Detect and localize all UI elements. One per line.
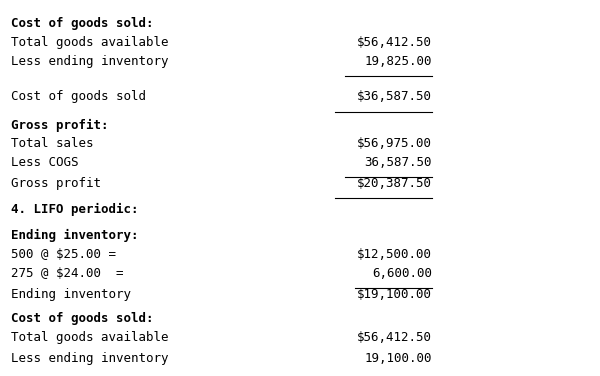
Text: Cost of goods sold:: Cost of goods sold: [11, 17, 154, 30]
Text: Gross profit:: Gross profit: [11, 118, 108, 132]
Text: $36,587.50: $36,587.50 [357, 90, 432, 103]
Text: 36,587.50: 36,587.50 [365, 156, 432, 169]
Text: 6,600.00: 6,600.00 [372, 267, 432, 280]
Text: Total goods available: Total goods available [11, 331, 168, 344]
Text: 19,825.00: 19,825.00 [365, 55, 432, 68]
Text: 19,100.00: 19,100.00 [365, 352, 432, 365]
Text: Gross profit: Gross profit [11, 177, 101, 190]
Text: 275 @ $24.00  =: 275 @ $24.00 = [11, 267, 124, 280]
Text: Total goods available: Total goods available [11, 36, 168, 49]
Text: 4. LIFO periodic:: 4. LIFO periodic: [11, 203, 139, 216]
Text: $20,387.50: $20,387.50 [357, 177, 432, 190]
Text: $12,500.00: $12,500.00 [357, 248, 432, 261]
Text: Less ending inventory: Less ending inventory [11, 55, 168, 68]
Text: Less COGS: Less COGS [11, 156, 78, 169]
Text: $56,412.50: $56,412.50 [357, 36, 432, 49]
Text: Ending inventory: Ending inventory [11, 288, 131, 301]
Text: $56,412.50: $56,412.50 [357, 331, 432, 344]
Text: Ending inventory:: Ending inventory: [11, 229, 139, 243]
Text: 500 @ $25.00 =: 500 @ $25.00 = [11, 248, 116, 261]
Text: Cost of goods sold: Cost of goods sold [11, 90, 146, 103]
Text: Cost of goods sold:: Cost of goods sold: [11, 312, 154, 325]
Text: $19,100.00: $19,100.00 [357, 288, 432, 301]
Text: Total sales: Total sales [11, 137, 94, 150]
Text: $56,975.00: $56,975.00 [357, 137, 432, 150]
Text: Less ending inventory: Less ending inventory [11, 352, 168, 365]
